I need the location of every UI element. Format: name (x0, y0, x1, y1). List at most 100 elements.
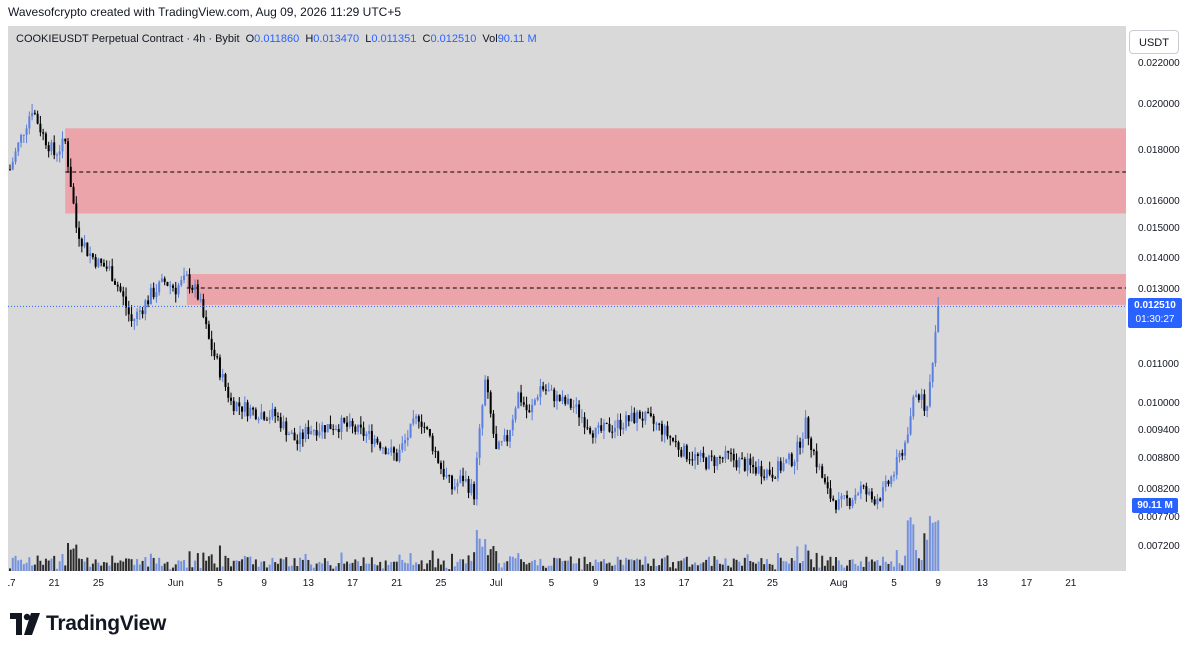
time-tick-label: 17 (678, 578, 690, 589)
volume-bar (616, 556, 619, 571)
candle-body (547, 390, 550, 392)
candle-body (301, 432, 304, 439)
candle-body (318, 431, 321, 436)
time-tick-label: 25 (93, 578, 105, 589)
volume-bar (301, 559, 304, 571)
volume-bar (53, 555, 56, 571)
candle-body (550, 389, 553, 391)
candle-body (771, 474, 774, 478)
candle-body (826, 482, 829, 489)
volume-bar (602, 559, 605, 571)
volume-bar (536, 565, 539, 571)
volume-bar (171, 567, 174, 571)
candle-body (591, 433, 594, 438)
volume-bar (633, 560, 636, 571)
time-tick-label: 17 (347, 578, 359, 589)
candle-body (478, 428, 481, 458)
volume-bar (122, 561, 125, 571)
volume-bar (741, 565, 744, 571)
candle-body (202, 299, 205, 318)
chart-frame[interactable]: 0.022000 0.020000 0.018000 0.016000 0.015000… (8, 26, 1188, 596)
candle-body (31, 112, 34, 117)
volume-bar (216, 567, 219, 571)
candle-body (619, 419, 622, 430)
volume-bar (652, 558, 655, 571)
candle-body (323, 425, 326, 433)
volume-bar (630, 559, 633, 571)
volume-bar (605, 563, 608, 571)
volume-bar (486, 555, 489, 571)
volume-bar (39, 560, 42, 571)
candle-body (691, 459, 694, 461)
time-tick-label: 5 (549, 578, 555, 589)
volume-bar (553, 557, 556, 571)
candle-body (158, 281, 161, 293)
candle-body (636, 411, 639, 423)
candle-body (329, 424, 332, 430)
volume-bar (495, 551, 498, 571)
candle-body (915, 394, 918, 397)
volume-bar (392, 561, 395, 571)
volume-bar (384, 560, 387, 571)
volume-bar (163, 563, 166, 571)
volume-bar (848, 559, 851, 571)
tradingview-logo[interactable]: TradingView (10, 610, 166, 638)
volume-bar (641, 564, 644, 571)
volume-bar (166, 561, 169, 571)
candle-body (481, 405, 484, 429)
candle-body (171, 285, 174, 288)
candle-body (401, 443, 404, 450)
candle-body (696, 454, 699, 457)
time-tick-label: 13 (977, 578, 989, 589)
candle-body (370, 430, 373, 445)
candle-body (812, 449, 815, 452)
candle-body (721, 457, 724, 459)
candle-body (113, 280, 116, 285)
volume-bar (141, 560, 144, 571)
volume-bar (804, 544, 807, 571)
volume-bar (735, 559, 738, 571)
candle-body (799, 441, 802, 448)
candle-body (105, 266, 108, 269)
volume-bar (445, 567, 448, 571)
candle-body (42, 132, 45, 134)
candle-body (699, 452, 702, 457)
candle-body (177, 285, 180, 295)
currency-button[interactable]: USDT (1129, 30, 1179, 54)
candle-body (100, 258, 103, 263)
volume-bar (453, 566, 456, 571)
candle-body (207, 324, 210, 339)
candle-body (594, 427, 597, 438)
volume-bar (768, 563, 771, 571)
volume-bar (406, 563, 409, 571)
volume-bar (205, 560, 208, 571)
volume-bar (252, 564, 255, 571)
candle-body (439, 462, 442, 469)
time-tick-label: 21 (49, 578, 61, 589)
candle-body (136, 311, 139, 319)
candle-body (674, 440, 677, 443)
volume-bar (915, 550, 918, 571)
volume-bar (823, 565, 826, 571)
volume-bar (362, 557, 365, 571)
legend-symbol[interactable]: COOKIEUSDT Perpetual Contract · 4h · Byb… (16, 33, 240, 45)
volume-bar (544, 567, 547, 571)
time-axis[interactable] (8, 571, 1126, 596)
candle-body (730, 452, 733, 454)
candle-body (470, 483, 473, 493)
price-tick-label: 0.010000 (1138, 398, 1180, 409)
candle-body (67, 141, 70, 167)
volume-bar (779, 557, 782, 571)
volume-bar (136, 559, 139, 571)
candle-body (116, 284, 119, 287)
volume-bar (210, 554, 213, 571)
volume-bar (80, 558, 83, 571)
volume-bar (67, 543, 70, 571)
candlestick-chart[interactable]: 0.022000 0.020000 0.018000 0.016000 0.015000… (8, 26, 1188, 596)
volume-bar (44, 558, 47, 571)
candle-body (122, 291, 125, 297)
legend-low-value: 0.011351 (371, 33, 417, 45)
volume-bar (746, 554, 749, 571)
volume-bar (346, 561, 349, 571)
time-tick-label: Jul (490, 578, 503, 589)
